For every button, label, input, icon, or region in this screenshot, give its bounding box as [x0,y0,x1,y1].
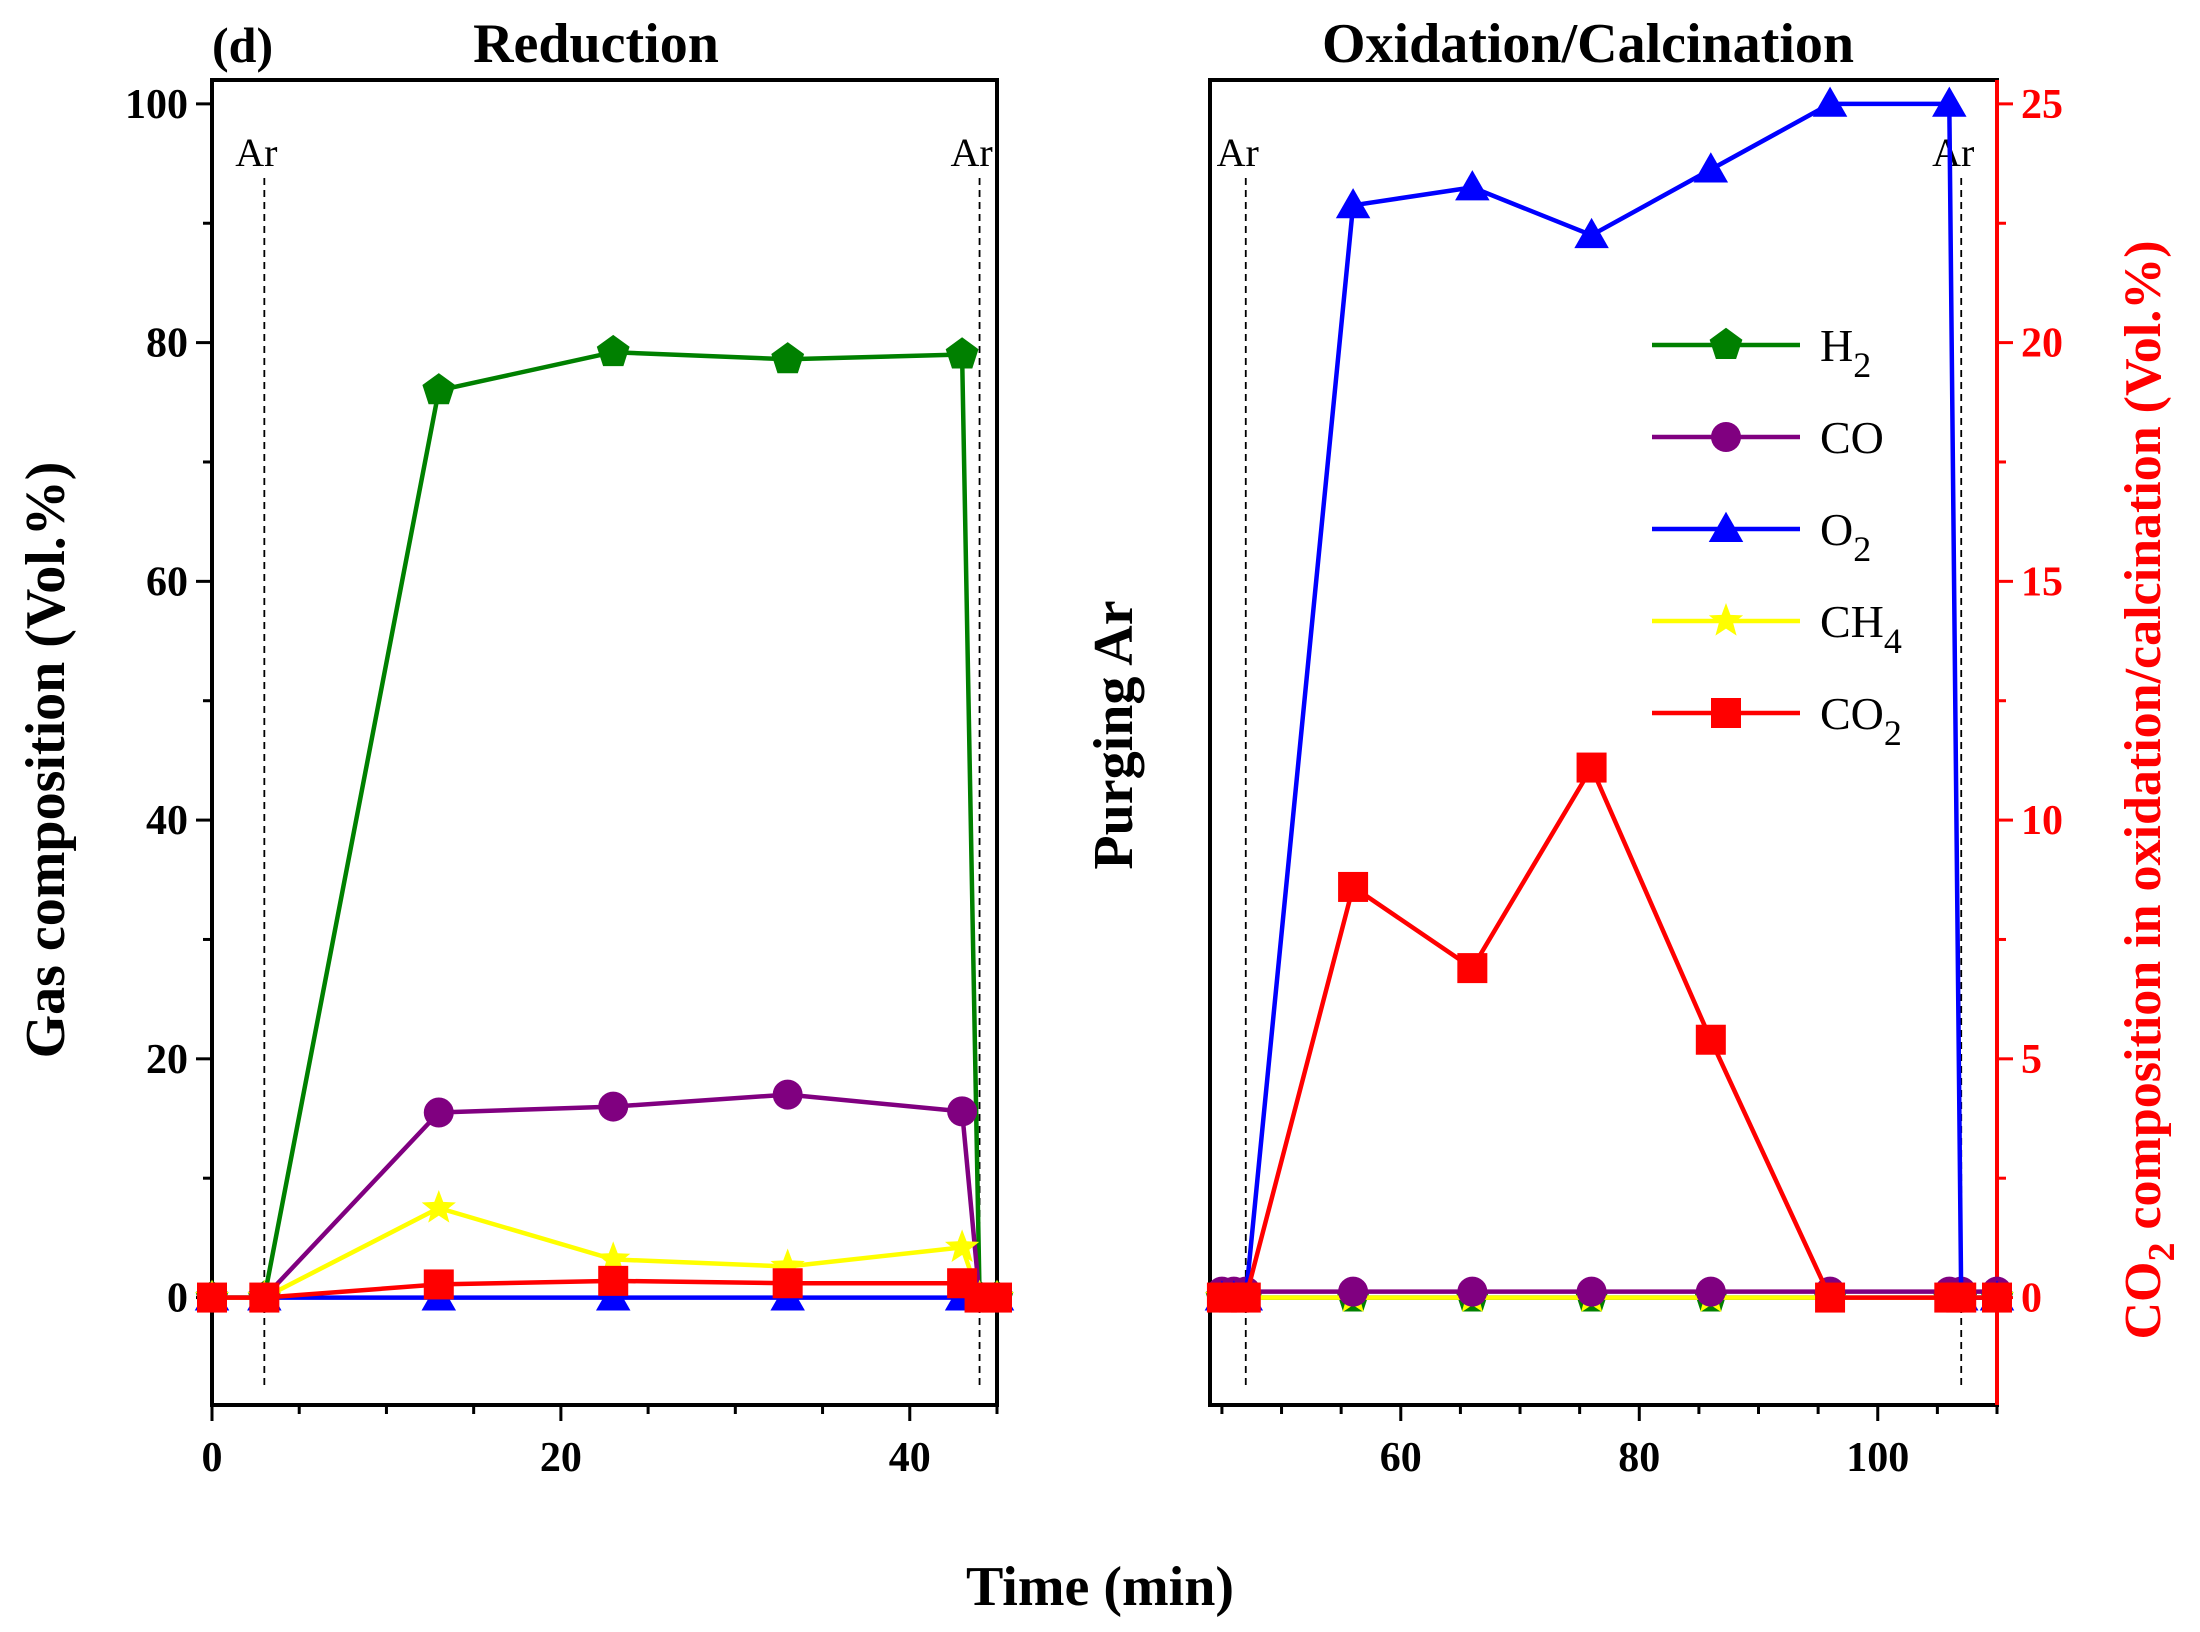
right-point-co [1338,1276,1369,1307]
right-line-co2 [1221,765,1997,1300]
right-y2-tick-label: 10 [2021,798,2063,844]
left-point-co2 [423,1269,454,1300]
left-y-tick-label: 60 [146,559,188,605]
right-point-co [1695,1276,1726,1307]
left-y-tick-label: 80 [146,321,188,367]
left-x-tick-label: 20 [540,1435,582,1481]
right-point-o2 [1335,188,1371,219]
legend-item: CO2 [1652,688,1902,753]
left-y-tick-label: 40 [146,798,188,844]
right-panel-title: Oxidation/Calcination [1322,13,1854,75]
right-point-co2 [1338,871,1369,902]
left-y-axis-label: Gas composition (Vol.%) [15,462,77,1059]
right-y-axis-label-pre: CO [2115,1262,2172,1340]
left-point-ch4 [596,1241,631,1274]
legend-label: CO [1820,412,1884,463]
left-point-co [947,1096,978,1127]
legend-item: CO [1652,412,1884,463]
right-x-tick-label: 100 [1846,1435,1909,1481]
right-point-co [1457,1276,1488,1307]
right-point-o2 [1455,170,1490,201]
left-point-co2 [982,1282,1012,1313]
right-point-co [1576,1276,1607,1307]
right-x-tick-label: 80 [1618,1435,1660,1481]
right-ar-label-1: Ar [1932,130,1974,175]
legend-label: CO2 [1820,688,1902,753]
legend: H2 CO O2 CH4 CO2 [1652,320,1902,753]
right-point-co2 [1695,1024,1726,1055]
left-series-co2 [197,1265,1012,1313]
legend-swatch-marker [1708,603,1744,636]
left-panel: Ar Ar 0 20 40 0 20 40 60 80 100 [125,78,1015,1481]
left-point-co2 [598,1265,629,1296]
left-y-tick-label: 100 [125,82,188,128]
legend-swatch-marker [1709,327,1743,359]
right-point-co2 [1982,1282,2012,1313]
left-panel-title: Reduction [473,13,719,75]
right-y-axis-label-sub: 2 [2141,1243,2183,1262]
left-point-co [423,1097,454,1128]
right-y-axis-label: CO2 composition in oxidation/calcination… [2115,240,2183,1339]
right-point-o2 [1693,152,1729,183]
right-series-co [1206,1276,2012,1307]
right-y2-tick-label: 15 [2021,559,2063,605]
right-point-co2 [1946,1282,1977,1313]
right-series-co2 [1206,752,2012,1313]
panel-label: (d) [212,17,273,73]
right-point-co2 [1457,953,1488,984]
left-point-h2 [422,373,456,405]
left-y-tick-label: 0 [167,1276,188,1322]
left-y-tick-label: 20 [146,1037,188,1083]
legend-swatch-marker [1711,698,1741,728]
left-point-co [598,1091,629,1122]
left-point-h2 [945,337,979,369]
left-ar-label-0: Ar [235,130,277,175]
right-y2-tick-label: 25 [2021,82,2063,128]
left-point-h2 [771,342,805,374]
left-x-tick-label: 0 [202,1435,223,1481]
left-point-co2 [772,1268,803,1299]
right-y2-tick-label: 5 [2021,1037,2042,1083]
left-point-co [772,1079,803,1110]
left-point-co2 [197,1282,227,1313]
legend-item: CH4 [1652,596,1902,661]
right-point-o2 [1574,217,1609,249]
left-x-tick-label: 40 [889,1435,931,1481]
left-line-h2 [212,349,997,1300]
legend-label: H2 [1820,320,1871,385]
right-x-tick-label: 60 [1380,1435,1422,1481]
left-point-co2 [249,1282,280,1313]
left-point-h2 [596,334,630,367]
left-series-h2 [195,334,1014,1312]
right-plot-frame [1208,78,1999,1407]
right-point-co2 [1230,1282,1261,1313]
right-ar-label-0: Ar [1217,130,1259,175]
legend-label: O2 [1820,504,1871,569]
left-ar-label-1: Ar [950,130,992,175]
legend-swatch-marker [1708,511,1744,542]
legend-item: O2 [1652,504,1871,569]
x-axis-label: Time (min) [966,1556,1234,1618]
legend-item: H2 [1652,320,1871,385]
legend-swatch-marker [1711,422,1741,452]
right-point-o2 [1812,86,1848,117]
right-point-o2 [1932,86,1967,117]
right-panel: Ar Ar 60 80 100 0 5 10 15 20 25 [1204,78,2063,1481]
left-line-co [212,1092,997,1300]
right-series-o2 [1204,86,2015,1311]
right-y-axis-label-post: composition in oxidation/calcination (Vo… [2115,240,2172,1242]
purging-ar-label: Purging Ar [1083,600,1145,869]
right-point-co2 [1815,1282,1846,1313]
left-point-ch4 [945,1229,980,1262]
right-point-co2 [1576,752,1607,783]
left-point-ch4 [421,1190,456,1223]
right-y2-tick-label: 0 [2021,1276,2042,1322]
left-plot-frame [210,78,999,1407]
legend-label: CH4 [1820,596,1902,661]
right-y2-tick-label: 20 [2021,321,2063,367]
left-point-ch4 [770,1248,805,1282]
